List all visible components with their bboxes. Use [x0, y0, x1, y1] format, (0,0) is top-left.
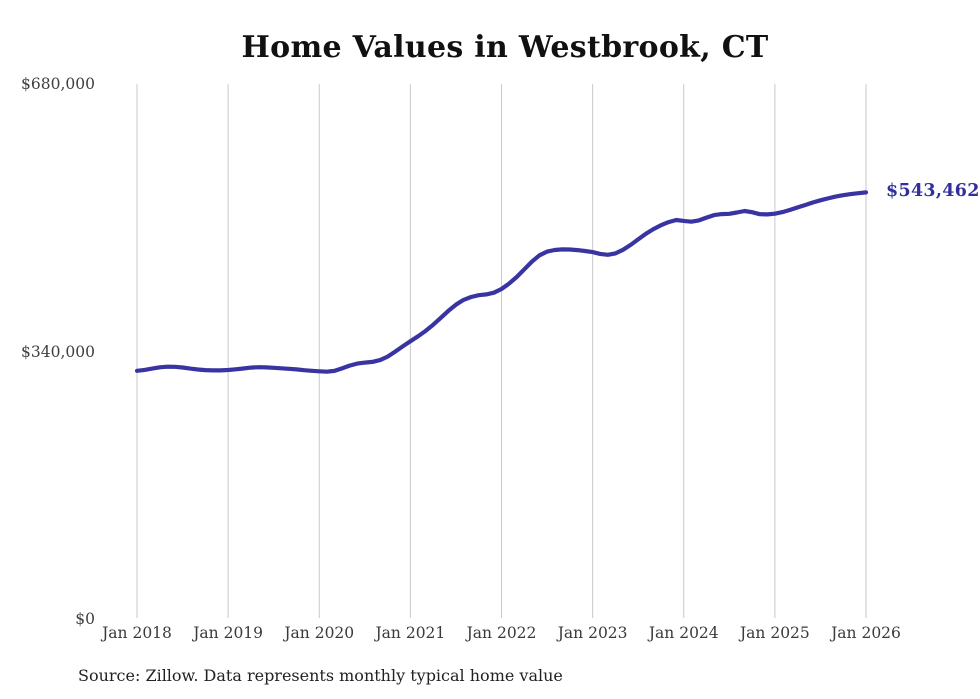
x-axis-label: Jan 2021 — [375, 624, 446, 642]
y-axis-label: $680,000 — [21, 75, 95, 93]
latest-value-label: $543,462 — [886, 181, 980, 201]
source-note: Source: Zillow. Data represents monthly … — [78, 666, 563, 685]
x-axis-label: Jan 2022 — [466, 624, 537, 642]
x-axis-label: Jan 2019 — [193, 624, 264, 642]
y-axis-label: $340,000 — [21, 342, 95, 361]
x-axis-label: Jan 2024 — [648, 624, 719, 642]
y-axis-label: $0 — [75, 610, 95, 628]
x-axis-label: Jan 2018 — [102, 624, 172, 642]
value-line — [134, 190, 869, 374]
x-axis-label: Jan 2026 — [831, 624, 901, 642]
x-axis-label: Jan 2020 — [284, 624, 355, 642]
gridlines — [136, 84, 867, 618]
page-title: Home Values in Westbrook, CT — [241, 30, 769, 65]
x-axis-label: Jan 2025 — [739, 624, 810, 642]
x-axis-label: Jan 2023 — [557, 624, 628, 642]
